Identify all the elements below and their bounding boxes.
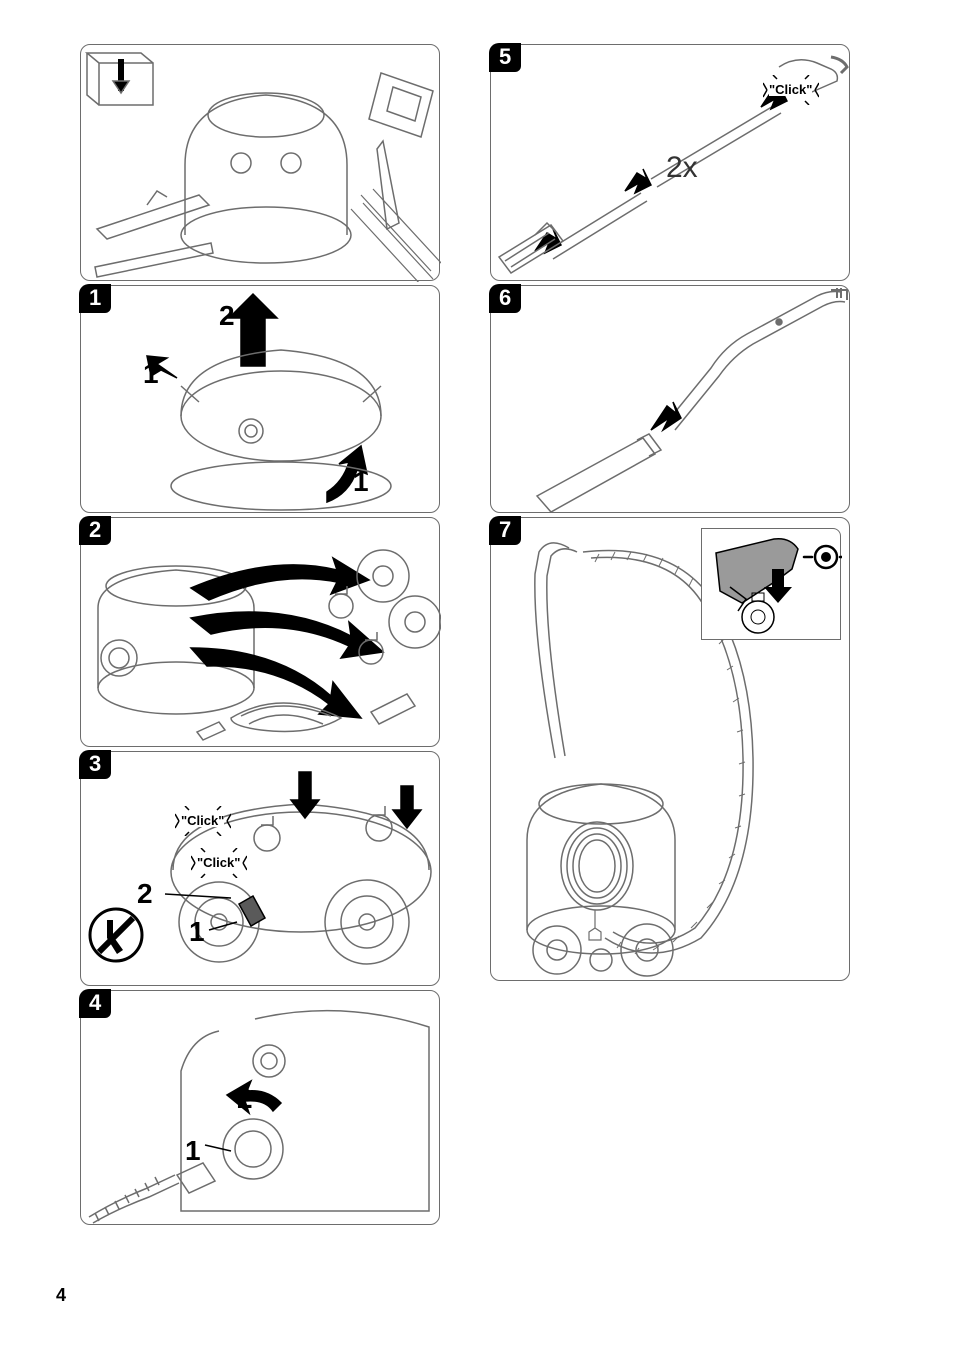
sub-label: 1 xyxy=(185,1135,201,1167)
right-column: 5 2x "Click" xyxy=(490,44,850,985)
art-unbox xyxy=(81,45,441,282)
sub-label: 1 xyxy=(353,466,369,498)
panel-step-3: 3 1 2 "Click" "Click" xyxy=(80,751,440,986)
sub-label: 1 xyxy=(189,916,205,948)
panel-step-7: 7 xyxy=(490,517,850,981)
sub-label: 1 xyxy=(143,358,159,390)
step-badge: 7 xyxy=(489,516,521,545)
left-column: 1 1 2 1 2 xyxy=(80,44,440,1229)
click-burst: "Click" xyxy=(769,83,812,96)
sub-label: 2 xyxy=(237,1083,253,1115)
step-badge: 3 xyxy=(79,750,111,779)
step-badge: 5 xyxy=(489,43,521,72)
panel-step-2: 2 xyxy=(80,517,440,747)
page-number: 4 xyxy=(56,1285,66,1306)
step-badge: 1 xyxy=(79,284,111,313)
manual-page: 1 1 2 1 2 xyxy=(0,0,954,1354)
sub-label: 2 xyxy=(137,878,153,910)
art-step2 xyxy=(81,518,441,748)
art-step6 xyxy=(491,286,851,514)
panel-unbox xyxy=(80,44,440,281)
sub-label: 2 xyxy=(219,300,235,332)
step-badge: 4 xyxy=(79,989,111,1018)
panel-step-1: 1 1 2 1 xyxy=(80,285,440,513)
art-step4 xyxy=(81,991,441,1226)
step-badge: 2 xyxy=(79,516,111,545)
panel-step-4: 4 1 2 xyxy=(80,990,440,1225)
click-burst: "Click" xyxy=(197,856,240,869)
panel-step-5: 5 2x "Click" xyxy=(490,44,850,281)
inset-brake xyxy=(701,528,841,640)
click-burst: "Click" xyxy=(181,814,224,827)
prohibit-icon xyxy=(87,906,145,964)
note-2x: 2x xyxy=(666,151,698,185)
art-inset-brake xyxy=(702,529,842,641)
step-badge: 6 xyxy=(489,284,521,313)
panel-step-6: 6 xyxy=(490,285,850,513)
art-step1 xyxy=(81,286,441,514)
